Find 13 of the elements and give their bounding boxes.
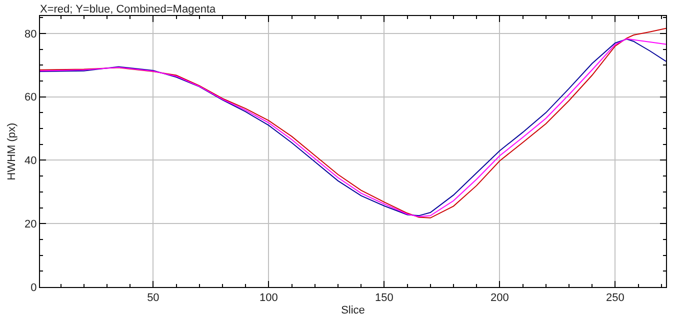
y-axis-title: HWHM (px) — [6, 122, 18, 180]
x-tick-label: 100 — [260, 292, 278, 304]
x-tick-label: 250 — [606, 292, 624, 304]
y-tick-label: 40 — [24, 155, 37, 168]
y-tick-label: 20 — [24, 218, 37, 230]
chart-title: X=red; Y=blue, Combined=Magenta — [40, 4, 216, 16]
y-tick-label: 80 — [24, 28, 37, 40]
x-axis-title: Slice — [341, 304, 365, 316]
x-tick-label: 200 — [490, 292, 509, 304]
x-tick-label: 50 — [147, 292, 160, 304]
y-tick-label: 0 — [30, 282, 37, 294]
y-tick-label: 60 — [24, 92, 37, 104]
x-tick-label: 150 — [375, 292, 394, 304]
